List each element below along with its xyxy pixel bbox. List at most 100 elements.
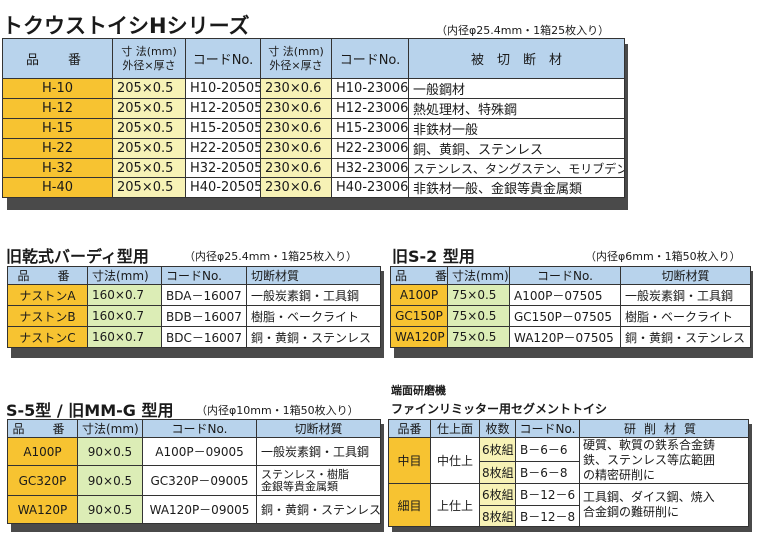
table-row: H-12 205×0.5 H12-20505 230×0.6 H12-23006…	[2, 98, 625, 119]
code-no: H15-20505	[185, 118, 261, 139]
h-series-title: トクウストイシHシリーズ	[2, 14, 250, 38]
size: 205×0.5	[112, 118, 186, 139]
material: 非鉄材一般、金銀等貴金属類	[408, 177, 625, 198]
birdie-header-part-no: 品 番	[7, 266, 88, 285]
birdie-header-material: 切断材質	[246, 266, 381, 285]
part-no: A100P	[390, 284, 448, 306]
s5-header-size: 寸法(mm)	[77, 419, 143, 438]
code-no: H40-20505	[185, 177, 261, 198]
part-no: GC150P	[390, 305, 448, 327]
fine-title-2: ファインリミッター用セグメントトイシ	[391, 402, 608, 416]
part-no: H-22	[2, 138, 113, 159]
s2-header-size: 寸法(mm)	[447, 266, 510, 285]
size: 75×0.5	[447, 305, 510, 327]
size: 160×0.7	[87, 305, 162, 327]
size: 230×0.6	[260, 118, 332, 139]
count: 8枚組	[479, 460, 516, 485]
birdie-header-size: 寸法(mm)	[87, 266, 162, 285]
size: 205×0.5	[112, 78, 186, 99]
part-no: WA120P	[390, 326, 448, 348]
code-no: A100P－09005	[142, 437, 257, 466]
finish: 上仕上	[430, 483, 480, 527]
code-no: WA120P－09005	[142, 495, 257, 524]
part-no: A100P	[7, 437, 78, 466]
size: 75×0.5	[447, 284, 510, 306]
size: 160×0.7	[87, 284, 162, 306]
s2-table: 品 番 寸法(mm) コードNo. 切断材質 A100P 75×0.5 A100…	[390, 266, 751, 348]
table-row: GC150P 75×0.5 GC150P－07505 樹脂・ベークライト	[390, 305, 751, 327]
table-row: ナストンA 160×0.7 BDA－16007 一般炭素鋼・工具鋼	[7, 284, 381, 306]
material: 一般鋼材	[408, 78, 625, 99]
material: 熱処理材、特殊鋼	[408, 98, 625, 119]
code-no: WA120P－07505	[509, 326, 621, 348]
table-row: WA120P 75×0.5 WA120P－07505 銅・黄銅・ステンレス	[390, 326, 751, 348]
part-no: H-40	[2, 177, 113, 198]
size: 205×0.5	[112, 98, 186, 119]
code-no: H10-20505	[185, 78, 261, 99]
code-no: H22-23006	[331, 138, 409, 159]
material: 銅・黄銅・ステンレス	[246, 326, 381, 348]
code-no: H12-20505	[185, 98, 261, 119]
size: 230×0.6	[260, 177, 332, 198]
fine-table: 品番 仕上面 枚数 コードNo. 研削材質 中目 中仕上 6枚組 B－6－6 硬…	[388, 419, 749, 527]
s5-table: 品 番 寸法(mm) コードNo. 切断材質 A100P 90×0.5 A100…	[7, 419, 381, 524]
material: 銅、黄銅、ステンレス	[408, 138, 625, 159]
code-no: B－6－8	[515, 460, 580, 485]
table-row: 8枚組 B－12－8	[389, 505, 749, 527]
table-row: A100P 90×0.5 A100P－09005 一般炭素鋼・工具鋼	[7, 437, 381, 466]
grade: 中目	[388, 437, 431, 484]
part-no: ナストンC	[7, 326, 88, 348]
code-no: B－12－6	[515, 483, 580, 506]
size: 230×0.6	[260, 98, 332, 119]
s5-header-part-no: 品 番	[7, 419, 78, 438]
count: 8枚組	[479, 505, 516, 527]
fine-header-count: 枚数	[479, 419, 516, 438]
count: 6枚組	[479, 483, 516, 506]
h-header-part-no: 品 番	[2, 38, 113, 79]
s2-note: （内径φ6mm・1箱50枚入り）	[585, 250, 741, 263]
code-no: H32-20505	[185, 158, 261, 178]
size: 205×0.5	[112, 177, 186, 198]
birdie-title: 旧乾式バーディ型用	[6, 247, 149, 266]
code-no: H32-23006	[331, 158, 409, 178]
birdie-note: （内径φ25.4mm・1箱25枚入り）	[184, 250, 358, 263]
h-header-material: 被 切 断 材	[408, 38, 625, 79]
material: ステンレス・樹脂 金銀等貴金属類	[256, 465, 381, 496]
code-no: GC320P－09005	[142, 465, 257, 496]
h-header-code-230: コードNo.	[331, 38, 409, 79]
part-no: H-10	[2, 78, 113, 99]
part-no: ナストンB	[7, 305, 88, 327]
size: 90×0.5	[77, 465, 143, 496]
fine-header-material: 研削材質	[579, 419, 749, 438]
table-row: WA120P 90×0.5 WA120P－09005 銅・黄銅・ステンレス	[7, 495, 381, 524]
code-no: B－6－6	[515, 437, 580, 462]
material: 非鉄材一般	[408, 118, 625, 139]
size: 205×0.5	[112, 158, 186, 178]
count: 6枚組	[479, 437, 516, 462]
size: 205×0.5	[112, 138, 186, 159]
size: 90×0.5	[77, 495, 143, 524]
fine-header-part-no: 品番	[388, 419, 431, 438]
size: 230×0.6	[260, 158, 332, 178]
code-no: B－12－8	[515, 505, 580, 527]
material: 銅・黄銅・ステンレス	[620, 326, 751, 348]
table-row: A100P 75×0.5 A100P－07505 一般炭素鋼・工具鋼	[390, 284, 751, 306]
table-row: H-32 205×0.5 H32-20505 230×0.6 H32-23006…	[2, 158, 625, 178]
h-series-table: 品 番 寸 法(mm) 外径×厚さ コードNo. 寸 法(mm) 外径×厚さ コ…	[2, 38, 625, 198]
s2-header-code: コードNo.	[509, 266, 621, 285]
s2-title: 旧S-2 型用	[392, 247, 475, 266]
code-no: GC150P－07505	[509, 305, 621, 327]
code-no: BDC－16007	[161, 326, 247, 348]
table-row: H-22 205×0.5 H22-20505 230×0.6 H22-23006…	[2, 138, 625, 159]
s2-header-material: 切断材質	[620, 266, 751, 285]
s2-header-part-no: 品 番	[390, 266, 448, 285]
birdie-header-code: コードNo.	[161, 266, 247, 285]
material: ステンレス、タングステン、モリブデン	[408, 158, 625, 178]
part-no: H-32	[2, 158, 113, 178]
material: 硬質、軟質の鉄系合金鋳 鉄、ステンレス等広範囲 の精密研削に	[579, 437, 749, 484]
size: 230×0.6	[260, 78, 332, 99]
code-no: A100P－07505	[509, 284, 621, 306]
material: 樹脂・ベークライト	[620, 305, 751, 327]
size: 160×0.7	[87, 326, 162, 348]
part-no: WA120P	[7, 495, 78, 524]
